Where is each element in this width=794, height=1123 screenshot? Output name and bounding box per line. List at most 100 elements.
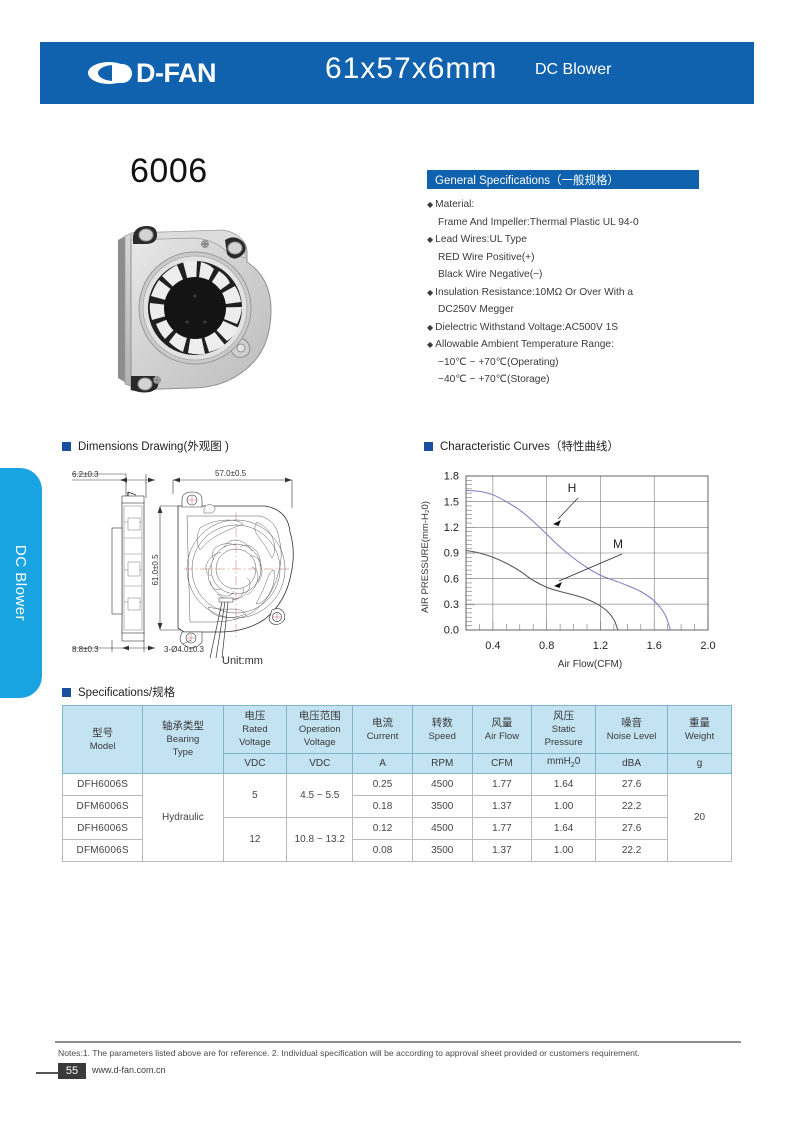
col-header-en: Speed	[428, 730, 456, 742]
cell-static-pressure: 1.64	[531, 817, 597, 840]
col-header-en2: Type	[172, 747, 194, 758]
col-header-cn: 电流	[372, 716, 394, 729]
table-unit-header: A	[352, 753, 413, 774]
table-unit-header: mmH20	[531, 753, 597, 774]
col-header-en2: Voltage	[303, 737, 336, 748]
col-header-cn: 重量	[689, 716, 711, 729]
bullet-square-icon	[424, 441, 433, 451]
section-label: Characteristic Curves（特性曲线）	[440, 441, 619, 453]
col-header-en2: Voltage	[239, 737, 271, 748]
general-spec-text: −40℃ − +70℃(Storage)	[438, 374, 550, 385]
product-photo	[118, 226, 272, 393]
table-unit-header: RPM	[411, 753, 473, 774]
general-spec-text: Material:	[435, 199, 475, 210]
cell-noise-level: 22.2	[595, 795, 669, 818]
table-row: DFH6006S Hydraulic 5 4.5 ~ 5.5 0.25 4500 1.77 1…	[61, 773, 732, 862]
chart-ticks: 0.0 0.3 0.6 0.9 1.2 1.5 1.8 0.4 0.8 1.2 1.6 2.0	[444, 471, 716, 652]
footer-notes: Notes:1. The parameters listed above are…	[58, 1048, 640, 1058]
chart-grid	[466, 476, 708, 630]
col-header-en: Current	[366, 730, 399, 742]
col-header-cn: 风量	[491, 716, 513, 729]
section-heading-dimensions: Dimensions Drawing(外观图 )	[62, 438, 229, 454]
dim-height: 61.0±0.5	[151, 554, 160, 586]
chart-x-tick-label: 2.0	[700, 640, 715, 652]
diamond-bullet-icon: ◆	[427, 235, 434, 244]
general-spec-line: ◆ Lead Wires:UL Type	[427, 231, 727, 249]
general-spec-text: Insulation Resistance:10MΩ Or Over With …	[435, 286, 634, 298]
brand-logo: D-FAN	[88, 56, 217, 90]
cell-model: DFM6006S	[61, 839, 144, 862]
chart-series-label-H: H	[568, 481, 577, 495]
chart-curve-M	[465, 549, 619, 631]
dim-width: 57.0±0.5	[215, 469, 247, 478]
cell-model: DFH6006S	[61, 773, 144, 796]
dimensions-unit-label: Unit:mm	[222, 655, 263, 667]
dim-thickness-top: 6.2±0.3	[72, 470, 99, 479]
page-title: 6006	[130, 152, 208, 190]
general-spec-text: −10℃ ~ +70℃(Operating)	[438, 356, 559, 368]
cell-speed: 3500	[411, 839, 473, 862]
cell-static-pressure: 1.00	[531, 839, 597, 862]
cell-speed: 4500	[411, 817, 473, 840]
chart-x-tick-label: 1.2	[593, 640, 608, 652]
chart-leader-arrow	[553, 520, 561, 526]
dim-thickness-bottom: 8.8±0.3	[72, 645, 99, 654]
general-specifications-list: ◆ Material: Frame And Impeller:Thermal Pla…	[427, 196, 727, 389]
diamond-bullet-icon: ◆	[427, 340, 434, 349]
table-col-header: 电流 Current	[352, 705, 413, 754]
general-spec-text: Lead Wires:UL Type	[435, 234, 527, 245]
general-spec-line: Black Wire Negative(−)	[427, 266, 727, 284]
col-header-en: Static	[551, 724, 576, 735]
cell-noise-level: 27.6	[595, 773, 669, 796]
chart-y-tick-label: 0.3	[444, 599, 459, 611]
cell-airflow: 1.77	[471, 773, 533, 796]
general-spec-line: ◆ Insulation Resistance:10MΩ Or Over With…	[427, 284, 727, 302]
col-header-cn: 转数	[431, 716, 453, 729]
cell-operation-voltage: 4.5 ~ 5.5	[286, 773, 354, 818]
bullet-square-icon	[62, 687, 71, 697]
cell-current: 0.18	[352, 795, 413, 818]
col-header-cn: 型号	[92, 726, 114, 739]
table-col-header: 噪音 Noise Level	[595, 705, 669, 754]
table-body: DFH6006S Hydraulic 5 4.5 ~ 5.5 0.25 4500 1.77 1…	[61, 773, 732, 862]
cell-noise-level: 27.6	[595, 817, 669, 840]
general-spec-line: Frame And Impeller:Thermal Plastic UL 94…	[427, 214, 727, 232]
col-header-en: Model	[89, 740, 116, 752]
table-col-header: 风压 Static Pressure	[531, 705, 597, 754]
table-row: DFH6006S 12 10.8 ~ 13.2 0.12 4500 1.77 1.64 27.…	[61, 817, 732, 862]
table-units-row: VDC VDC A RPM CFM mmH20 dBA g	[63, 753, 732, 774]
cell-operation-voltage: 10.8 ~ 13.2	[286, 817, 354, 862]
general-spec-line: RED Wire Positive(+)	[427, 249, 727, 267]
col-header-cn: 轴承类型	[161, 720, 204, 732]
table-col-header: 轴承类型 Bearing Type	[142, 705, 224, 774]
chart-y-axis-label: AIR PRESSURE(mm-H₂0)	[420, 501, 431, 613]
col-header-cn: 风压	[553, 710, 575, 722]
page-number-badge: 55	[58, 1063, 86, 1079]
col-header-en: Rated	[242, 724, 268, 735]
cell-rated-voltage: 5	[222, 773, 288, 818]
characteristic-curves-chart: 0.00.30.60.91.21.51.80.4 0.8 1.2 1.6 2.0 HM …	[420, 471, 716, 670]
general-spec-line: ◆ Allowable Ambient Temperature Range:	[427, 336, 727, 354]
general-spec-text: Allowable Ambient Temperature Range:	[435, 339, 614, 350]
header-size-title: 61x57x6mm	[325, 52, 498, 85]
section-heading-curves: Characteristic Curves（特性曲线）	[424, 438, 619, 454]
cell-rated-voltage: 12	[222, 817, 288, 862]
cell-current: 0.25	[352, 773, 413, 796]
table-unit-header: g	[667, 753, 732, 774]
dim-holes: 3-Ø4.0±0.3	[164, 645, 205, 654]
side-tab-label: DC Blower	[12, 544, 30, 622]
cell-airflow: 1.37	[471, 839, 533, 862]
table-col-header: 电压 Rated Voltage	[222, 705, 288, 754]
general-spec-line: −10℃ ~ +70℃(Operating)	[427, 354, 727, 372]
chart-x-axis-label: Air Flow(CFM)	[558, 659, 622, 670]
chart-y-tick-label: 0.6	[444, 573, 459, 585]
cell-noise-level: 22.2	[595, 839, 669, 862]
brand-name: D-FAN	[136, 57, 217, 88]
specifications-table: 型号 Model 轴承类型 Bearing Type 电压 Rated Voltage 电压范围…	[61, 705, 732, 862]
chart-x-tick-label: 0.8	[539, 640, 554, 652]
table-col-header: 型号 Model	[61, 705, 144, 774]
col-header-en: Operation	[298, 724, 341, 735]
footer-dash	[36, 1072, 58, 1074]
section-label: Dimensions Drawing(外观图 )	[78, 441, 229, 453]
